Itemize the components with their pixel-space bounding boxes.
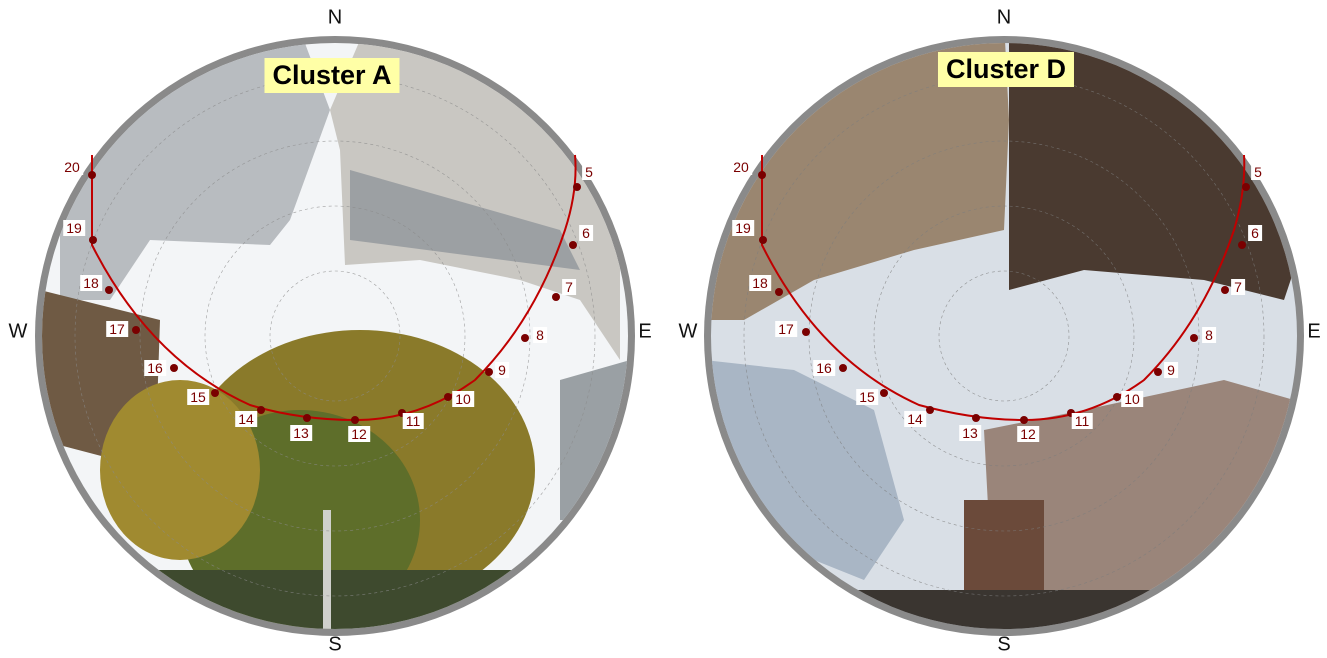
compass-north: N bbox=[996, 6, 1012, 29]
hour-label: 16 bbox=[144, 360, 166, 376]
hour-label: 9 bbox=[1164, 362, 1178, 378]
hour-label: 10 bbox=[1121, 391, 1143, 407]
fisheye-image-d bbox=[704, 36, 1304, 636]
sun-path-hour-dots bbox=[758, 171, 1250, 424]
hour-label: 19 bbox=[63, 220, 85, 236]
street bbox=[711, 590, 1297, 629]
hour-label: 17 bbox=[106, 321, 128, 337]
hour-label: 8 bbox=[1202, 327, 1216, 343]
hour-label: 14 bbox=[235, 411, 257, 427]
cluster-label: Cluster A bbox=[264, 58, 400, 93]
sun-path bbox=[761, 154, 1246, 422]
hour-label: 7 bbox=[562, 279, 576, 295]
compass-east: E bbox=[638, 320, 652, 343]
hour-label: 12 bbox=[1017, 426, 1039, 442]
hour-label: 17 bbox=[775, 321, 797, 337]
hour-label: 14 bbox=[904, 411, 926, 427]
hour-label: 11 bbox=[1071, 413, 1093, 429]
hour-label: 9 bbox=[495, 362, 509, 378]
hour-label: 13 bbox=[959, 425, 981, 441]
hour-label: 5 bbox=[582, 164, 596, 180]
hour-label: 15 bbox=[187, 389, 209, 405]
hour-label: 18 bbox=[80, 275, 102, 291]
cluster-label: Cluster D bbox=[937, 52, 1075, 87]
hour-label: 7 bbox=[1231, 279, 1245, 295]
compass-east: E bbox=[1307, 320, 1321, 343]
hour-label: 6 bbox=[1248, 225, 1262, 241]
hour-label: 20 bbox=[61, 159, 83, 175]
compass-south: S bbox=[328, 633, 342, 656]
fisheye-panel-cluster-a: N S W E Cluster A 5 6 7 8 9 10 11 12 13 … bbox=[0, 0, 663, 658]
hour-label: 19 bbox=[732, 220, 754, 236]
hour-label: 10 bbox=[452, 391, 474, 407]
sun-path-hour-dots bbox=[88, 171, 581, 424]
compass-west: W bbox=[8, 320, 28, 343]
lamp-post bbox=[323, 510, 331, 629]
hour-label: 8 bbox=[533, 327, 547, 343]
hour-label: 13 bbox=[290, 425, 312, 441]
compass-north: N bbox=[327, 6, 343, 29]
hour-label: 20 bbox=[730, 159, 752, 175]
compass-west: W bbox=[678, 320, 698, 343]
hour-label: 18 bbox=[749, 275, 771, 291]
hour-label: 16 bbox=[813, 360, 835, 376]
hour-label: 12 bbox=[348, 426, 370, 442]
hour-label: 15 bbox=[856, 389, 878, 405]
hour-label: 11 bbox=[402, 413, 424, 429]
hour-label: 6 bbox=[579, 225, 593, 241]
fisheye-panel-cluster-d: N S W E Cluster D 5 6 7 8 9 10 11 12 13 … bbox=[664, 0, 1327, 658]
sun-path bbox=[91, 154, 577, 422]
fisheye-image-a bbox=[35, 36, 635, 636]
hour-label: 5 bbox=[1251, 164, 1265, 180]
compass-south: S bbox=[997, 633, 1011, 656]
